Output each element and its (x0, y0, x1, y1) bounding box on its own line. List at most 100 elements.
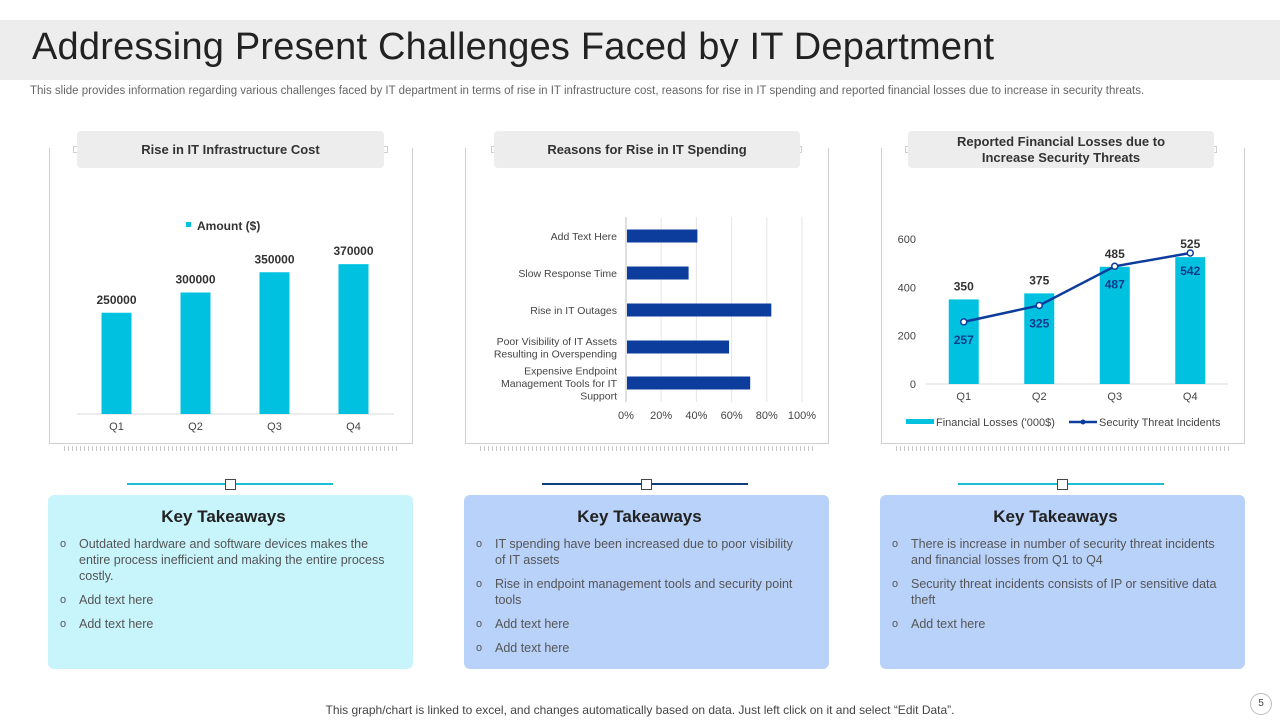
line-point (960, 318, 968, 326)
list-item: o Add text here (60, 593, 154, 607)
financial-losses-chart[interactable]: 0 200 400 600 350 Q1 375 Q2 485 Q3 525 Q4 257 325 487 5… (882, 200, 1244, 440)
x-tick-label: Q4 (346, 421, 361, 433)
bar (1175, 257, 1206, 384)
bar (101, 312, 132, 414)
bullet-icon: o (892, 618, 899, 630)
y-category-label: Support (580, 391, 617, 403)
spending-reasons-chart[interactable]: 0% 20% 40% 60% 80% 100% Add Text Here Slow Res… (466, 200, 828, 440)
data-label: 350000 (254, 252, 294, 266)
bullet-icon: o (476, 538, 483, 550)
line-point (1035, 301, 1043, 310)
series-line (963, 251, 1191, 324)
data-label: 370000 (333, 244, 373, 258)
slide-subtitle: This slide provides information regardin… (30, 85, 1145, 97)
connector-node (1057, 479, 1068, 490)
legend-label-line: Security Threat Incidents (1099, 417, 1221, 429)
panel-frame-1 (49, 148, 413, 451)
bar (627, 266, 689, 280)
connector-node (225, 479, 236, 490)
takeaway-heading: Key Takeaways (161, 507, 286, 526)
bullet-icon: o (60, 618, 67, 630)
list-item: o Add text here (60, 617, 154, 631)
takeaway-box-2: Key Takeaways o IT spending have been inc… (464, 495, 829, 669)
x-tick-label: Q1 (956, 391, 971, 403)
takeaway-heading: Key Takeaways (993, 507, 1118, 526)
bar (259, 272, 290, 414)
bar-data-label: 485 (1105, 247, 1125, 261)
panel-frame-3 (881, 148, 1245, 451)
takeaway-heading: Key Takeaways (577, 507, 702, 526)
takeaway-box-1: Key Takeaways o Outdated hardware and sof… (48, 495, 413, 669)
y-tick-label: 600 (898, 234, 916, 246)
x-tick-label: 40% (685, 410, 707, 422)
legend-swatch-bars (906, 419, 934, 424)
line-data-label: 325 (1029, 316, 1049, 330)
bullet-icon: o (60, 594, 67, 606)
title-bar (0, 20, 1280, 80)
bullet-icon: o (476, 618, 483, 630)
bullet-icon: o (892, 578, 899, 590)
y-category-label: Resulting in Overspending (494, 348, 617, 360)
bar (627, 340, 730, 354)
x-tick-label: Q3 (1107, 391, 1122, 403)
y-category-label: Slow Response Time (518, 268, 617, 280)
bullet-icon: o (476, 642, 483, 654)
list-item: o Security threat incidents consists of I… (892, 577, 1217, 607)
bullet-icon: o (892, 538, 899, 550)
bar-data-label: 525 (1180, 237, 1200, 251)
y-category-label: Management Tools for IT (501, 378, 618, 390)
y-category-label: Rise in IT Outages (530, 305, 617, 317)
x-tick-label: 100% (788, 410, 816, 422)
list-item: o Outdated hardware and software devices … (60, 537, 385, 583)
list-item: o Add text here (892, 617, 986, 631)
panel-heading-2: Reasons for Rise in IT Spending (494, 131, 800, 168)
x-tick-label: 20% (650, 410, 672, 422)
y-category-label: Poor Visibility of IT Assets (497, 336, 617, 348)
bar (627, 229, 698, 243)
footer-note: This graph/chart is linked to excel, and… (325, 703, 955, 717)
bullet-icon: o (60, 538, 67, 550)
bar-data-label: 350 (954, 279, 974, 293)
bar (627, 376, 751, 390)
connector-node (641, 479, 652, 490)
x-tick-label: Q2 (1032, 391, 1047, 403)
y-tick-label: 400 (898, 282, 916, 294)
panel-heading-3: Reported Financial Losses due to Increas… (908, 131, 1214, 168)
legend-swatch-marker (1080, 419, 1086, 425)
data-label: 250000 (96, 293, 136, 307)
x-tick-label: 60% (721, 410, 743, 422)
page-number[interactable]: 5 (1250, 693, 1272, 715)
line-point (1111, 262, 1119, 271)
list-item: o Rise in endpoint management tools and s… (476, 577, 793, 607)
list-item: o Add text here (476, 617, 570, 631)
x-tick-label: Q4 (1183, 391, 1198, 403)
x-tick-label: 80% (756, 410, 778, 422)
x-tick-label: Q1 (109, 421, 124, 433)
x-tick-label: 0% (618, 410, 634, 422)
legend-label: Amount ($) (197, 219, 260, 233)
line-data-label: 257 (954, 333, 974, 347)
legend-swatch (186, 222, 191, 227)
bullet-icon: o (476, 578, 483, 590)
bar-data-label: 375 (1029, 273, 1049, 287)
line-point (1186, 249, 1194, 257)
list-item: o There is increase in number of security… (892, 537, 1215, 567)
y-category-label: Expensive Endpoint (524, 366, 617, 378)
y-category-label: Add Text Here (551, 231, 618, 243)
bar (948, 299, 979, 384)
bar (627, 303, 772, 317)
y-tick-label: 200 (898, 331, 916, 343)
slide-title: Addressing Present Challenges Faced by I… (32, 26, 995, 68)
list-item: o Add text here (476, 641, 570, 655)
list-item: o IT spending have been increased due to … (476, 537, 793, 567)
x-tick-label: Q3 (267, 421, 282, 433)
takeaway-box-3: Key Takeaways o There is increase in numb… (880, 495, 1245, 669)
panel-heading-1: Rise in IT Infrastructure Cost (77, 131, 384, 168)
infrastructure-cost-chart[interactable]: Amount ($) 250000 Q1 300000 Q2 350000 Q3 37000… (60, 200, 405, 440)
x-tick-label: Q2 (188, 421, 203, 433)
y-tick-label: 0 (910, 379, 916, 391)
bar (338, 264, 369, 414)
data-label: 300000 (175, 273, 215, 287)
panel-frame-2 (465, 148, 829, 451)
bar (1099, 266, 1130, 384)
